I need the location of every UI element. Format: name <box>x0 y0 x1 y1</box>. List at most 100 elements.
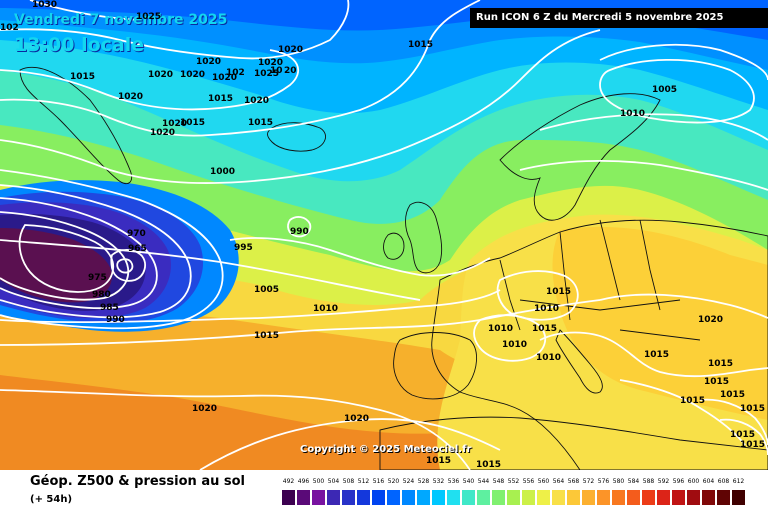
scale-tick-label: 512 <box>357 478 370 485</box>
isobar-label: 965 <box>128 244 147 254</box>
isobar-label: 1005 <box>254 285 280 295</box>
scale-swatch <box>342 490 355 505</box>
isobar-label: 1015 <box>408 40 434 50</box>
isobar-label: 1020 <box>180 70 206 80</box>
scale-swatch <box>537 490 550 505</box>
scale-tick-label: 504 <box>327 478 340 485</box>
scale-tick-label: 552 <box>507 478 520 485</box>
scale-tick-label: 492 <box>282 478 295 485</box>
scale-swatch <box>597 490 610 505</box>
scale-swatch <box>657 490 670 505</box>
isobar-label: 990 <box>290 227 309 237</box>
isobar-lines <box>0 0 768 470</box>
isobar-label: 1015 <box>740 440 766 450</box>
copyright-notice: Copyright © 2025 Meteociel.fr <box>300 444 472 455</box>
isobar-label: 1015 <box>680 396 706 406</box>
scale-swatch <box>717 490 730 505</box>
isobar-label: 1015 <box>730 430 756 440</box>
scale-tick-label: 580 <box>612 478 625 485</box>
scale-swatch <box>282 490 295 505</box>
isobar-label: 970 <box>127 229 146 239</box>
isobar-label: 980 <box>92 290 111 300</box>
scale-tick-label: 500 <box>312 478 325 485</box>
scale-swatch <box>732 490 745 505</box>
product-title: Géop. Z500 & pression au sol <box>30 474 245 489</box>
scale-tick-label: 568 <box>567 478 580 485</box>
isobar-label: 1015 <box>644 350 670 360</box>
local-time-title: 13:00 locale <box>14 34 145 56</box>
isobar-label: 1020 <box>258 58 284 68</box>
scale-tick-label: 508 <box>342 478 355 485</box>
scale-swatch <box>507 490 520 505</box>
isobar-label: 1015 <box>532 324 558 334</box>
coastlines <box>19 66 768 470</box>
isobar-label: 1015 <box>254 331 280 341</box>
isobar-label: 20 <box>284 66 297 76</box>
isobar-label: 1010 <box>620 109 646 119</box>
scale-swatch <box>432 490 445 505</box>
isobar-label: 1010 <box>488 324 514 334</box>
isobar-label: 102 <box>226 68 245 78</box>
scale-swatch <box>627 490 640 505</box>
scale-tick-label: 584 <box>627 478 640 485</box>
scale-swatch <box>672 490 685 505</box>
scale-swatch <box>552 490 565 505</box>
isobar-label: 1010 <box>313 304 339 314</box>
isobar-label: 1015 <box>546 287 572 297</box>
isobar-label: 1015 <box>180 118 206 128</box>
geopotential-map <box>0 0 768 470</box>
isobar-label: 1005 <box>652 85 678 95</box>
isobar-label: 10 <box>270 66 283 76</box>
scale-swatch <box>447 490 460 505</box>
scale-tick-label: 556 <box>522 478 535 485</box>
model-run-banner: Run ICON 6 Z du Mercredi 5 novembre 2025 <box>470 8 768 28</box>
isobar-label: 1020 <box>212 73 238 83</box>
isobar-label: 1020 <box>148 70 174 80</box>
scale-swatch <box>612 490 625 505</box>
scale-tick-label: 560 <box>537 478 550 485</box>
isobar-label: 1015 <box>720 390 746 400</box>
scale-tick-label: 536 <box>447 478 460 485</box>
scale-swatch <box>312 490 325 505</box>
scale-swatch <box>387 490 400 505</box>
isobar-label: 1015 <box>740 404 766 414</box>
isobar-label: 1015 <box>426 456 452 466</box>
scale-tick-label: 544 <box>477 478 490 485</box>
scale-tick-label: 604 <box>702 478 715 485</box>
isobar-label: 1010 <box>534 304 560 314</box>
z500-color-scale: 492 496 500 504 508 512 516 520 524 528 532 536 540 5… <box>282 478 752 508</box>
isobar-label: 1020 <box>698 315 724 325</box>
isobar-label: 990 <box>106 315 125 325</box>
scale-tick-label: 592 <box>657 478 670 485</box>
scale-swatch <box>492 490 505 505</box>
scale-swatch <box>402 490 415 505</box>
scale-swatch <box>477 490 490 505</box>
isobar-label: 985 <box>100 303 119 313</box>
isobar-label: 1015 <box>248 118 274 128</box>
scale-tick-label: 516 <box>372 478 385 485</box>
scale-tick-label: 520 <box>387 478 400 485</box>
scale-swatch <box>462 490 475 505</box>
isobar-label: 1020 <box>344 414 370 424</box>
scale-tick-label: 588 <box>642 478 655 485</box>
scale-swatch <box>417 490 430 505</box>
scale-tick-label: 496 <box>297 478 310 485</box>
isobar-label: 1025 <box>136 12 162 22</box>
scale-tick-label: 608 <box>717 478 730 485</box>
scale-tick-label: 540 <box>462 478 475 485</box>
isobar-label: 1020 <box>150 128 176 138</box>
isobar-label: 102 <box>0 23 19 33</box>
isobar-label: 1015 <box>708 359 734 369</box>
scale-tick-label: 564 <box>552 478 565 485</box>
isobar-label: 1000 <box>210 167 236 177</box>
isobar-label: 1020 <box>162 119 188 129</box>
scale-tick-label: 528 <box>417 478 430 485</box>
isobar-label: 975 <box>88 273 107 283</box>
scale-swatch <box>327 490 340 505</box>
isobar-label: 1020 <box>192 404 218 414</box>
scale-swatch <box>357 490 370 505</box>
scale-tick-label: 600 <box>687 478 700 485</box>
scale-tick-label: 612 <box>732 478 745 485</box>
scale-swatch <box>522 490 535 505</box>
